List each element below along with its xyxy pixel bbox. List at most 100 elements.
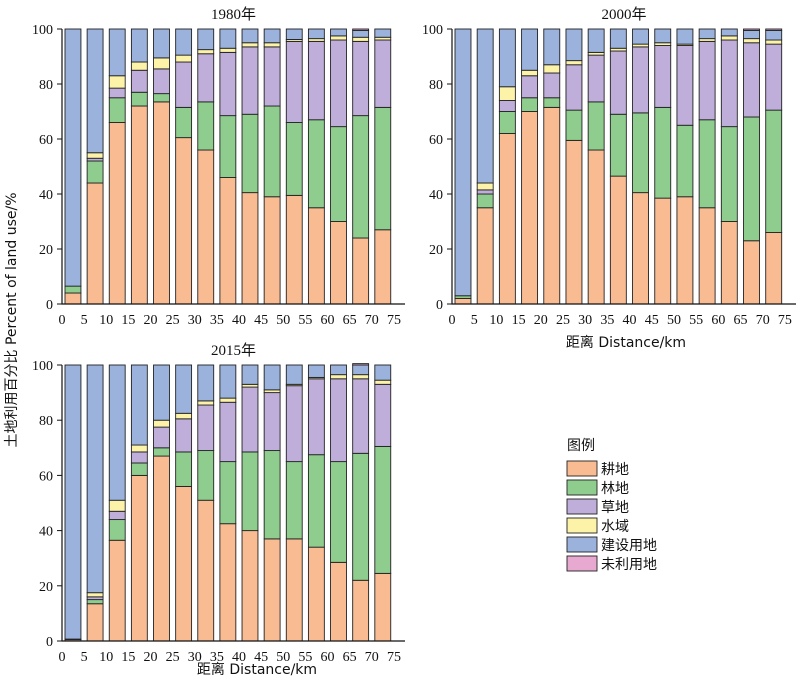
bar-1980-55-耕地 — [307, 207, 325, 305]
bar-2000-15-草地 — [521, 75, 539, 99]
bar-2000-65-耕地 — [743, 240, 760, 305]
x-tick-label-2000-15: 15 — [512, 313, 526, 328]
bar-2015-20-草地 — [153, 426, 170, 449]
bar-1980-45-建设用地 — [263, 28, 281, 44]
legend-label-water: 水域 — [601, 519, 629, 535]
x-tick-label-2015-70: 70 — [365, 650, 379, 665]
bar-2015-15-建设用地 — [130, 364, 148, 446]
legend-swatch-farmland — [566, 460, 598, 477]
x-tick-label-1980-45: 45 — [254, 313, 268, 328]
bar-2015-35-林地 — [219, 461, 237, 525]
bar-2000-10-林地 — [498, 111, 516, 134]
bar-2015-65-林地 — [352, 452, 370, 581]
bar-2015-35-耕地 — [219, 523, 237, 642]
bar-1980-30-草地 — [197, 53, 215, 103]
bar-2000-60-耕地 — [720, 221, 738, 305]
bar-2015-70-草地 — [374, 383, 392, 447]
bar-2000-45-建设用地 — [654, 28, 672, 44]
bar-2000-35-林地 — [609, 113, 627, 177]
x-tick-label-2000-35: 35 — [600, 313, 614, 328]
bar-2000-20-草地 — [543, 72, 561, 99]
bar-2015-0-建设用地 — [64, 364, 82, 640]
bar-2015-25-林地 — [175, 451, 193, 487]
bar-2000-55-林地 — [698, 119, 716, 209]
x-tick-label-2000-45: 45 — [645, 313, 659, 328]
legend-swatch-water — [566, 517, 598, 534]
x-tick-label-2000-55: 55 — [689, 313, 703, 328]
x-tick-label-2015-20: 20 — [144, 650, 158, 665]
bar-2015-20-水域 — [153, 419, 170, 428]
bar-1980-40-水域 — [241, 42, 259, 48]
bar-2000-45-耕地 — [654, 197, 672, 305]
bar-2015-60-建设用地 — [330, 364, 347, 376]
bar-1980-35-建设用地 — [219, 28, 237, 49]
x-tick-label-2000-25: 25 — [556, 313, 570, 328]
x-tick-label-2015-25: 25 — [166, 650, 180, 665]
bar-2000-65-水域 — [743, 38, 760, 44]
bar-2015-35-草地 — [219, 401, 237, 463]
x-tick-label-2015-15: 15 — [121, 650, 135, 665]
bar-2000-25-草地 — [565, 64, 583, 111]
x-tick-label-2015-65: 65 — [343, 650, 357, 665]
bar-1980-10-草地 — [108, 87, 126, 99]
bar-2000-70-草地 — [765, 43, 783, 111]
x-tick-label-1980-0: 0 — [59, 313, 66, 328]
bar-2000-35-草地 — [609, 50, 627, 115]
bar-1980-60-林地 — [330, 126, 347, 222]
bar-1980-5-水域 — [86, 152, 104, 159]
legend-swatch-forest — [566, 479, 598, 496]
bar-2015-10-水域 — [108, 499, 126, 512]
bar-1980-40-林地 — [241, 113, 259, 194]
bar-1980-70-草地 — [374, 39, 392, 108]
y-axis-label: 土地利用百分比 Percent of land use/% — [4, 192, 20, 447]
bar-1980-20-水域 — [153, 57, 170, 70]
bar-1980-10-建设用地 — [108, 28, 126, 77]
bar-1980-10-耕地 — [108, 122, 126, 305]
bar-2015-45-草地 — [263, 392, 281, 452]
bar-1980-15-林地 — [130, 91, 148, 107]
bar-2000-15-林地 — [521, 97, 539, 112]
bar-2015-20-林地 — [153, 447, 170, 457]
y-tick-label-1980-60: 60 — [39, 133, 53, 148]
bar-2015-5-林地 — [86, 599, 104, 605]
y-tick-label-2000-0: 0 — [436, 298, 443, 313]
bar-1980-20-草地 — [153, 68, 170, 95]
bar-2015-40-建设用地 — [241, 364, 259, 385]
bar-1980-5-林地 — [86, 160, 104, 184]
x-tick-label-1980-30: 30 — [188, 313, 202, 328]
x-tick-label-2000-20: 20 — [534, 313, 548, 328]
bar-2000-25-林地 — [565, 109, 583, 141]
bar-2015-15-耕地 — [130, 474, 148, 642]
bar-2015-40-草地 — [241, 386, 259, 453]
bar-2015-25-草地 — [175, 418, 193, 453]
bar-2000-70-耕地 — [765, 232, 783, 305]
x-tick-label-1980-70: 70 — [365, 313, 379, 328]
bar-1980-0-耕地 — [64, 292, 82, 305]
bar-2000-70-未利用地 — [765, 28, 783, 31]
bar-2015-10-草地 — [108, 510, 126, 521]
bar-2000-70-水域 — [765, 39, 783, 45]
bar-1980-45-耕地 — [263, 196, 281, 305]
bar-1980-20-建设用地 — [153, 28, 170, 59]
bar-2015-60-水域 — [330, 374, 347, 380]
x-tick-label-2000-10: 10 — [489, 313, 503, 328]
y-tick-label-2015-0: 0 — [46, 635, 53, 650]
y-tick-label-1980-40: 40 — [39, 188, 53, 203]
bar-1980-60-水域 — [330, 35, 347, 41]
bar-2000-50-林地 — [676, 124, 694, 198]
bar-2015-70-耕地 — [374, 572, 392, 642]
bar-2015-70-林地 — [374, 445, 392, 574]
bar-2000-60-建设用地 — [720, 28, 738, 37]
bar-2015-60-林地 — [330, 461, 347, 563]
bar-1980-50-建设用地 — [285, 28, 303, 40]
bar-2000-30-建设用地 — [587, 28, 605, 53]
y-tick-label-2000-80: 80 — [429, 78, 443, 93]
bar-2015-30-水域 — [197, 400, 215, 406]
bar-2015-50-耕地 — [285, 538, 303, 642]
x-tick-label-2015-5: 5 — [81, 650, 88, 665]
x-tick-label-2015-10: 10 — [99, 650, 113, 665]
bar-2000-30-草地 — [587, 54, 605, 103]
bar-2000-35-建设用地 — [609, 28, 627, 49]
